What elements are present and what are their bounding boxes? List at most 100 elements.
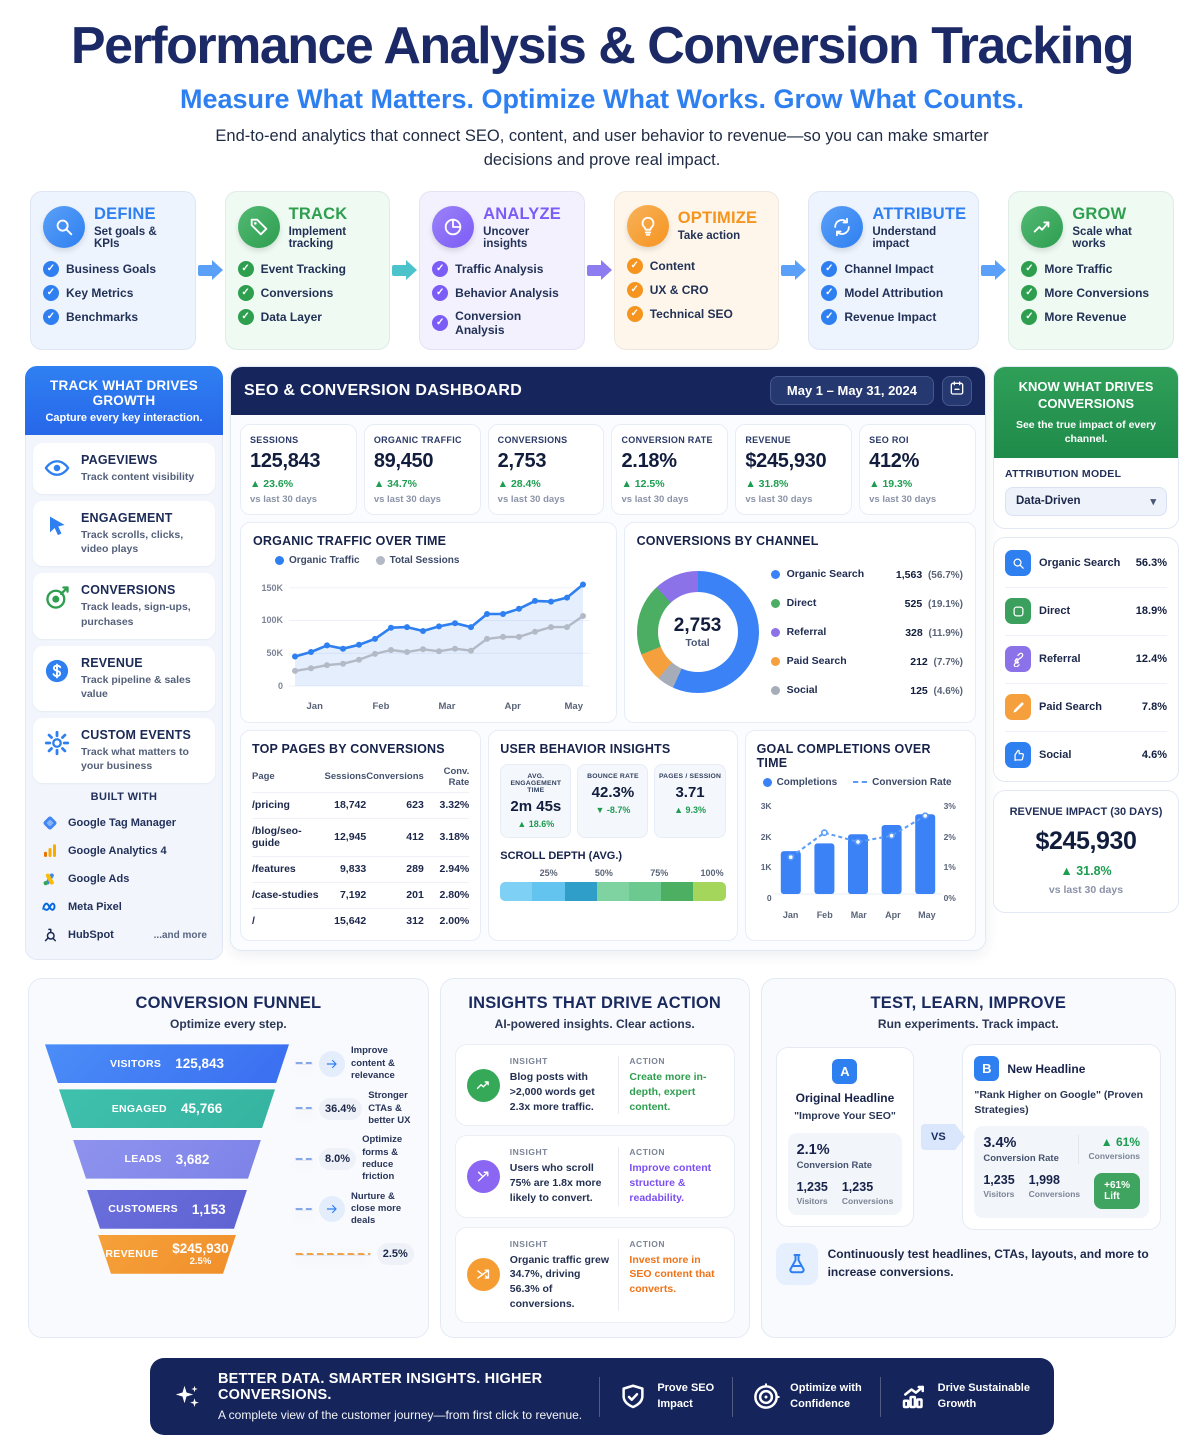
y-tick-label: 0 — [277, 680, 283, 691]
page-description: End-to-end analytics that connect SEO, c… — [215, 127, 989, 169]
tracking-sidebar-title: TRACK WHAT DRIVES GROWTH — [50, 377, 198, 408]
channel-value: 1,563 (56.7%) — [895, 569, 963, 582]
calendar-button[interactable] — [942, 375, 972, 406]
flow-arrow-icon — [586, 260, 612, 281]
tracking-item-text: CUSTOM EVENTS Track what matters to your … — [81, 728, 206, 773]
column-header: Conv. Rate — [443, 765, 470, 788]
step-title: GROW — [1072, 204, 1127, 223]
check-icon: ✓ — [1021, 260, 1038, 277]
goal-completions-card: GOAL COMPLETIONS OVER TIME Completions Co… — [744, 729, 976, 941]
attribution-model-select[interactable]: Data-Driven ▾ — [1005, 486, 1167, 516]
table-cell: 312 — [366, 907, 424, 934]
checklist-label: Technical SEO — [649, 306, 733, 321]
page-header: Performance Analysis & Conversion Tracki… — [0, 0, 1204, 173]
step-checklist: ✓ Content ✓ UX & CRO ✓ Technical SEO — [626, 257, 767, 322]
channel-label: Paid Search — [786, 655, 847, 668]
footer-bar: BETTER DATA. SMARTER INSIGHTS. HIGHER CO… — [150, 1358, 1054, 1436]
footer-badge-text: Optimize with Confidence — [790, 1381, 862, 1412]
y-tick-label: 50K — [266, 648, 283, 659]
conversion-funnel: VISITORS 125,843 Improve content & relevan… — [43, 1044, 414, 1273]
pie-icon — [432, 206, 475, 249]
organic-traffic-x-axis: Jan Feb Mar Apr May — [289, 701, 604, 714]
variant-a-cr-label: Conversion Rate — [796, 1159, 873, 1171]
kpi-delta: ▲ 12.5% — [621, 477, 665, 490]
attribution-sidebar: KNOW WHAT DRIVES CONVERSIONS See the tru… — [993, 365, 1179, 913]
step-subtitle: Implement tracking — [288, 225, 347, 250]
insight-row: INSIGHT Organic traffic grew 34.7%, drivi… — [454, 1226, 735, 1324]
action-text: Improve content structure & readability. — [629, 1162, 712, 1204]
flow-arrow-icon — [781, 260, 807, 281]
step-checklist: ✓ Channel Impact ✓ Model Attribution ✓ Revenu… — [821, 260, 966, 325]
footer-badge-line: Prove SEO — [657, 1382, 715, 1395]
goal-right-axis: 3% 2% 1% 0% — [942, 792, 962, 909]
checklist-label: Benchmarks — [66, 309, 139, 324]
scroll-depth-segment — [564, 881, 597, 901]
growth-bars-icon — [899, 1382, 929, 1412]
funnel-stage-col: VISITORS 125,843 — [43, 1044, 291, 1083]
insight-cols: INSIGHT Users who scroll 75% are 1.8x mor… — [510, 1147, 723, 1206]
channel-value: 525 (19.1%) — [904, 598, 963, 611]
scroll-depth-segment — [596, 881, 630, 901]
checklist-label: Business Goals — [66, 261, 157, 276]
check-icon: ✓ — [626, 257, 643, 274]
channel-label: Organic Search — [786, 568, 865, 581]
organic-traffic-chart: 150K 100K 50K 0 — [253, 568, 604, 701]
goal-completions-x-axis: Jan Feb Mar Apr May — [774, 910, 944, 920]
attribution-model-label: ATTRIBUTION MODEL — [1005, 467, 1122, 480]
table-row: /pricing 18,742 623 3.32% — [252, 791, 470, 819]
channel-label: Direct — [786, 597, 817, 610]
built-with-label: Google Tag Manager — [68, 817, 176, 830]
hubspot-icon — [41, 926, 59, 944]
checklist-item: ✓ Content — [626, 257, 767, 274]
shuffle-icon — [466, 1258, 500, 1292]
kpi-seo-roi: SEO ROI 412% ▲ 19.3% vs last 30 days — [859, 423, 976, 515]
step-subtitle: Understand impact — [872, 225, 937, 250]
dashed-connector-icon — [295, 1157, 313, 1161]
table-cell: 623 — [366, 791, 424, 819]
table-row: /blog/seo-guide 12,945 412 3.18% — [252, 817, 470, 857]
check-icon: ✓ — [1021, 284, 1038, 301]
funnel-annotation: Nurture & close more deals — [291, 1191, 414, 1228]
kpi-value: 89,450 — [373, 449, 434, 472]
built-with-label: HubSpot — [68, 929, 114, 942]
date-range-picker[interactable]: May 1 – May 31, 2024 — [769, 376, 934, 406]
kpi-conversion-rate: CONVERSION RATE 2.18% ▲ 12.5% vs last 30 da… — [611, 423, 729, 515]
x-tick-label: Feb — [816, 909, 833, 920]
tag-icon — [237, 206, 280, 249]
table-cell: 7,192 — [324, 881, 367, 909]
step-titles: GROW Scale what works — [1072, 205, 1161, 250]
channel-row-referral: Referral 12.4% — [1005, 636, 1167, 684]
step-head: TRACK Implement tracking — [237, 205, 378, 250]
step-head: OPTIMIZE Take action — [626, 204, 767, 247]
donut-legend-row: Direct 525 (19.1%) — [770, 589, 963, 618]
kpi-label: CONVERSIONS — [497, 434, 568, 445]
kpi-label: SEO ROI — [869, 434, 909, 445]
variant-b-headline: "Rank Higher on Google" (Proven Strategi… — [974, 1089, 1144, 1116]
flask-icon — [775, 1242, 818, 1285]
action-label: ACTION — [629, 1056, 666, 1067]
attribution-subtitle: See the true impact of every channel. — [1015, 418, 1157, 445]
insight-col: INSIGHT Organic traffic grew 34.7%, drivi… — [510, 1239, 619, 1312]
footer-badge-line: Optimize with — [790, 1382, 862, 1395]
donut-chart: 2,753 Total — [636, 571, 759, 694]
gear-icon — [42, 728, 72, 758]
calendar-icon — [949, 380, 965, 401]
built-with-google-tag-manager: Google Tag Manager — [33, 809, 215, 837]
organic-traffic-legend: Organic Traffic Total Sessions — [275, 555, 604, 566]
gtm-icon — [41, 814, 59, 832]
check-icon: ✓ — [432, 314, 449, 331]
built-with-more: ...and more — [153, 929, 207, 941]
footer-title: BETTER DATA. SMARTER INSIGHTS. HIGHER CO… — [218, 1371, 543, 1404]
check-icon: ✓ — [626, 305, 643, 322]
funnel-row: LEADS 3,682 8.0% Optimize forms & reduce fr… — [43, 1134, 414, 1183]
y-tick-label: 2% — [943, 831, 956, 842]
table-cell: 9,833 — [324, 855, 367, 883]
channel-donut-card: CONVERSIONS BY CHANNEL 2,753 Total Organ… — [623, 521, 976, 723]
stat-delta: ▲ 9.3% — [674, 804, 706, 815]
kpi-value: $245,930 — [745, 449, 827, 472]
variant-a-conversions: 1,235 Conversions — [841, 1179, 894, 1206]
dashboard-title: SEO & CONVERSION DASHBOARD — [244, 381, 523, 399]
table-cell: 3.18% — [423, 817, 470, 857]
funnel-annotation: 2.5% — [291, 1243, 414, 1266]
